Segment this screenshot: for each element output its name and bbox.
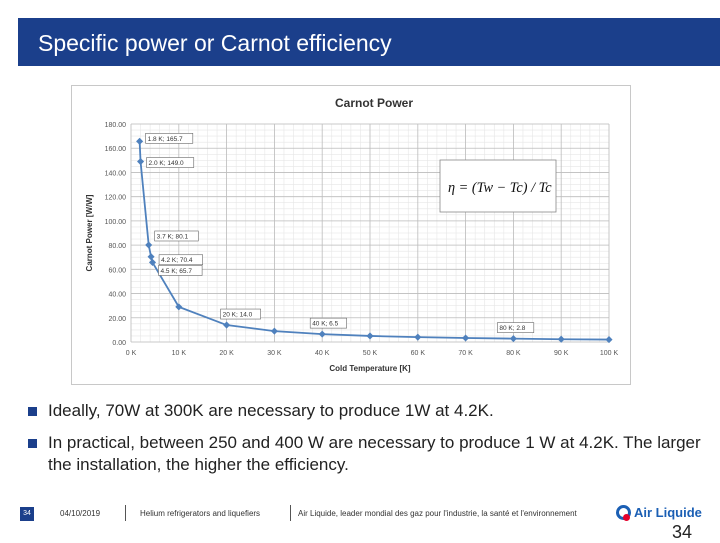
data-label: 40 K; 6.5	[312, 321, 338, 328]
x-tick-label: 80 K	[506, 350, 521, 357]
bullet-item: Ideally, 70W at 300K are necessary to pr…	[28, 400, 708, 422]
y-tick-label: 60.00	[108, 267, 126, 274]
footer-topic: Helium refrigerators and liquefiers	[140, 509, 261, 518]
logo-dot-icon	[623, 514, 630, 521]
data-point	[557, 335, 565, 343]
formula: η = (Tw − Tc) / Tc	[448, 180, 552, 196]
data-label-box	[158, 254, 203, 266]
x-tick-label: 40 K	[315, 350, 330, 357]
x-tick-label: 30 K	[267, 350, 282, 357]
footer-separator	[125, 505, 126, 521]
y-tick-label: 100.00	[105, 219, 127, 226]
y-tick-label: 120.00	[105, 195, 127, 202]
chart-frame: 0.00 20.00 40.00 60.00 80.00 100.00 120.00 140.…	[71, 85, 631, 385]
data-point	[414, 333, 422, 341]
bullet-list: Ideally, 70W at 300K are necessary to pr…	[28, 400, 708, 486]
footer-date: 04/10/2019	[60, 509, 101, 518]
footer-page-badge: 34	[20, 507, 34, 521]
data-point	[366, 332, 374, 340]
data-point	[145, 241, 153, 249]
data-point	[318, 330, 326, 338]
y-tick-label: 180.00	[105, 122, 127, 129]
data-point	[223, 321, 231, 329]
data-label: 4.2 K; 70.4	[161, 257, 193, 264]
x-tick-label: 60 K	[411, 350, 426, 357]
data-label: 3.7 K; 80.1	[157, 233, 189, 240]
x-tick-label: 50 K	[363, 350, 378, 357]
data-label-box	[154, 230, 199, 242]
y-tick-label: 140.00	[105, 170, 127, 177]
bullet-text: Ideally, 70W at 300K are necessary to pr…	[48, 401, 494, 420]
data-point	[148, 258, 157, 266]
chart-title: Carnot Power	[335, 96, 413, 110]
data-label: 20 K; 14.0	[223, 312, 253, 319]
x-tick-label: 10 K	[172, 350, 187, 357]
page-number: 34	[672, 522, 693, 542]
data-label-box	[497, 322, 535, 333]
footer-tagline: Air Liquide, leader mondial des gaz pour…	[298, 509, 577, 518]
data-label-box	[220, 308, 261, 320]
x-tick-label: 90 K	[554, 350, 569, 357]
data-point	[462, 334, 470, 342]
y-tick-label: 40.00	[108, 292, 126, 299]
data-point	[270, 327, 278, 335]
y-tick-label: 20.00	[108, 316, 126, 323]
title-bar: Specific power or Carnot efficiency	[18, 18, 720, 66]
x-tick-label: 20 K	[219, 350, 234, 357]
data-label: 1.8 K; 165.7	[148, 136, 183, 143]
bullet-item: In practical, between 250 and 400 W are …	[28, 432, 708, 476]
data-point	[137, 158, 145, 166]
formula-frame	[439, 159, 557, 213]
footer-separator	[290, 505, 291, 521]
y-tick-label: 0.00	[112, 340, 126, 347]
data-point	[147, 253, 155, 261]
y-tick-label: 160.00	[105, 146, 127, 153]
bullet-square-icon	[28, 439, 37, 448]
slide-title: Specific power or Carnot efficiency	[38, 30, 392, 56]
bullet-square-icon	[28, 407, 37, 416]
x-tick-label: 100 K	[600, 350, 619, 357]
data-label: 4.5 K; 65.7	[161, 268, 193, 275]
x-tick-label: 0 K	[126, 350, 137, 357]
data-label: 2.0 K; 149.0	[149, 160, 184, 167]
data-point	[136, 137, 144, 145]
x-axis-label: Cold Temperature [K]	[329, 364, 411, 373]
data-label-box	[309, 317, 347, 329]
bullet-text: In practical, between 250 and 400 W are …	[48, 433, 701, 474]
carnot-power-chart: 0.00 20.00 40.00 60.00 80.00 100.00 120.00 140.…	[85, 96, 619, 373]
data-label-box	[145, 133, 194, 144]
data-label-box	[146, 157, 195, 168]
y-tick-label: 80.00	[108, 243, 126, 250]
data-label-box	[158, 265, 203, 276]
x-tick-label: 70 K	[458, 350, 473, 357]
logo-ring-icon	[616, 505, 631, 521]
data-point	[175, 303, 183, 311]
y-axis-label: Carnot Power [W/W]	[85, 194, 94, 271]
data-label: 80 K; 2.8	[499, 325, 525, 332]
logo-text: Air Liquide	[634, 505, 702, 520]
air-liquide-logo: Air Liquide	[616, 503, 710, 525]
